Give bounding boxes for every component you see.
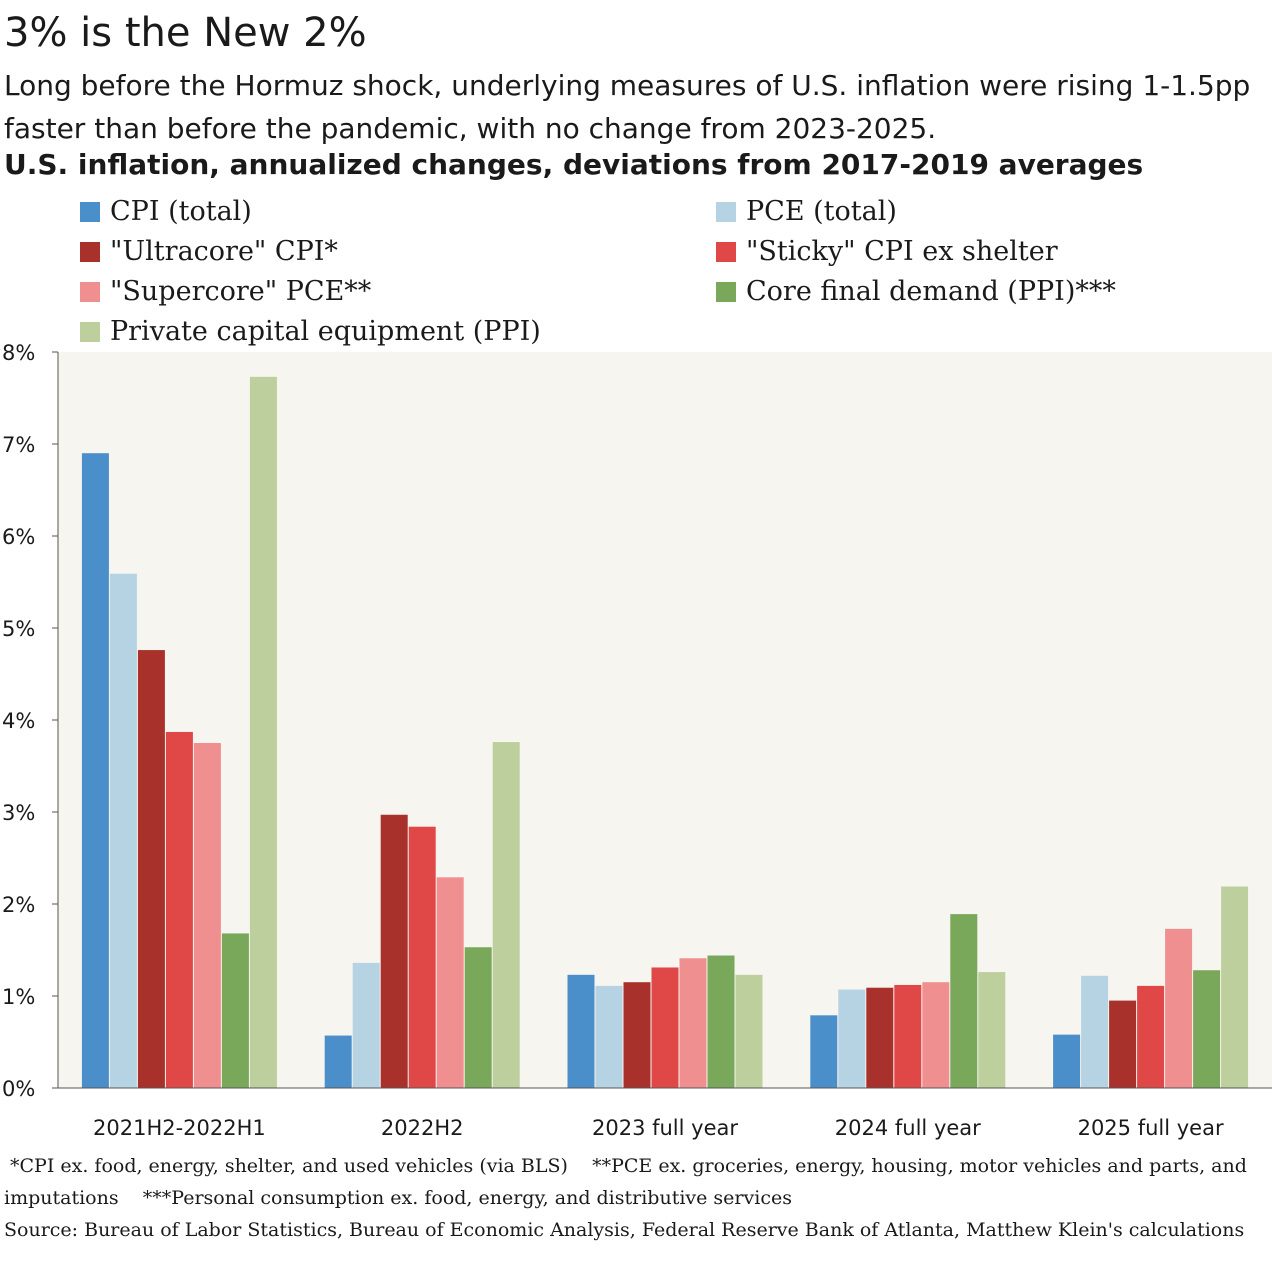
page-title: 3% is the New 2%	[4, 10, 367, 56]
y-tick-label: 8%	[2, 341, 35, 365]
bars	[81, 376, 1249, 1089]
bar	[1081, 975, 1109, 1088]
x-category-label: 2024 full year	[835, 1116, 981, 1140]
y-tick-label: 5%	[2, 617, 35, 641]
bar	[950, 914, 978, 1088]
bar	[1165, 928, 1193, 1088]
y-axis: 0% 1% 2% 3% 4% 5% 6% 7% 8%	[2, 341, 58, 1101]
bar	[978, 972, 1006, 1088]
bar	[838, 989, 866, 1088]
bar	[221, 933, 249, 1088]
y-tick-label: 6%	[2, 525, 35, 549]
legend-label: CPI (total)	[110, 196, 252, 227]
bar	[193, 743, 221, 1088]
bar	[735, 974, 763, 1088]
bar	[651, 967, 679, 1088]
footnote-supercore: **PCE ex. groceries, energy, housing, mo…	[4, 1155, 1247, 1209]
legend-label: "Supercore" PCE**	[110, 276, 372, 307]
bar	[894, 984, 922, 1088]
y-tick-label: 4%	[2, 709, 35, 733]
bar	[137, 650, 165, 1088]
x-category-label: 2021H2-2022H1	[93, 1116, 266, 1140]
bar	[380, 814, 408, 1088]
y-tick-label: 0%	[2, 1077, 35, 1101]
y-tick-label: 2%	[2, 893, 35, 917]
bar	[623, 982, 651, 1088]
y-tick-label: 7%	[2, 433, 35, 457]
x-category-label: 2022H2	[381, 1116, 464, 1140]
bar	[436, 877, 464, 1088]
legend-swatch	[80, 322, 100, 342]
legend-swatch	[80, 282, 100, 302]
bar	[679, 958, 707, 1088]
footnotes: *CPI ex. food, energy, shelter, and used…	[4, 1150, 1266, 1246]
source-note: Source: Bureau of Labor Statistics, Bure…	[4, 1219, 1245, 1241]
legend-label: Private capital equipment (PPI)	[110, 316, 541, 347]
bar	[922, 982, 950, 1088]
legend-label: PCE (total)	[746, 196, 897, 227]
footnote-ultracore: *CPI ex. food, energy, shelter, and used…	[10, 1155, 568, 1177]
legend-swatch	[80, 202, 100, 222]
bar	[595, 985, 623, 1088]
x-axis: 2021H2-2022H1 2022H2 2023 full year 2024 fu…	[93, 1116, 1224, 1140]
legend-label: "Sticky" CPI ex shelter	[746, 236, 1058, 267]
bar	[352, 962, 380, 1088]
bar	[408, 826, 436, 1088]
bar	[810, 1015, 838, 1088]
bar	[1053, 1034, 1081, 1088]
bar	[1109, 1000, 1137, 1088]
y-tick-label: 3%	[2, 801, 35, 825]
legend-swatch	[716, 202, 736, 222]
y-tick-label: 1%	[2, 985, 35, 1009]
bar	[81, 453, 109, 1088]
legend-label: Core final demand (PPI)***	[746, 276, 1116, 307]
x-category-label: 2025 full year	[1078, 1116, 1224, 1140]
page-subtitle: Long before the Hormuz shock, underlying…	[4, 69, 1251, 145]
footnote-core-final-demand: ***Personal consumption ex. food, energy…	[142, 1187, 792, 1209]
bar	[109, 573, 137, 1088]
bar	[492, 742, 520, 1088]
bar	[464, 947, 492, 1088]
bar	[866, 987, 894, 1088]
bar	[165, 731, 193, 1088]
bar	[707, 955, 735, 1088]
bar	[1137, 985, 1165, 1088]
legend-swatch	[716, 282, 736, 302]
legend-swatch	[80, 242, 100, 262]
bar	[324, 1035, 352, 1088]
bar-chart: 0%1%2%3%4%5%6%7%8% 2021H2-2022H1 2022H2 20…	[2, 341, 1272, 1140]
bar	[567, 974, 595, 1088]
bar	[1193, 970, 1221, 1088]
legend-label: "Ultracore" CPI*	[110, 236, 338, 267]
x-category-label: 2023 full year	[592, 1116, 738, 1140]
bar	[249, 376, 277, 1089]
legend-swatch	[716, 242, 736, 262]
chart-title: U.S. inflation, annualized changes, devi…	[4, 148, 1144, 181]
bar	[1221, 886, 1249, 1088]
